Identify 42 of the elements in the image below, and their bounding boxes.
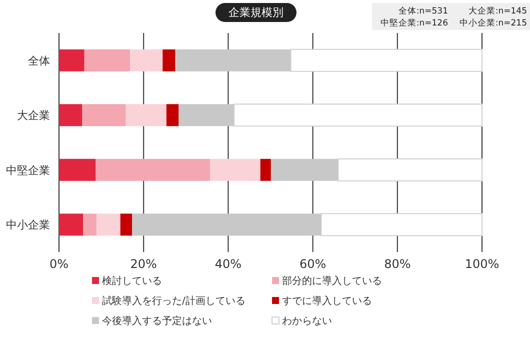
y-tick-label: 中小企業 — [6, 218, 50, 232]
bar — [82, 104, 126, 126]
y-tick-label: 中堅企業 — [6, 164, 50, 177]
legend-label: 検討している — [102, 275, 162, 287]
bar — [210, 158, 260, 181]
legend-label: 部分的に導入している — [282, 275, 382, 287]
bar — [120, 214, 132, 236]
legend-label: すでに導入している — [282, 295, 372, 307]
x-tick-label: 40% — [214, 257, 242, 271]
text: 中堅企業:n=126 — [380, 18, 448, 28]
legend-item: 部分的に導入している — [272, 276, 382, 287]
chart-title: 企業規模別 — [228, 6, 284, 19]
x-tick-label: 20% — [130, 257, 157, 271]
bar — [83, 214, 97, 236]
bar — [59, 49, 84, 72]
bar — [59, 214, 84, 236]
text: 中小企業:n=215 — [459, 18, 527, 28]
legend-item: 今後導入する予定はない — [92, 316, 212, 327]
text: 大企業:n=145 — [468, 6, 527, 16]
bar — [166, 104, 179, 126]
x-tick-label: 100% — [464, 257, 500, 271]
legend-item: 検討している — [92, 276, 162, 287]
x-tick-label: 80% — [384, 257, 411, 271]
bar — [126, 104, 166, 126]
x-tick-label: 60% — [299, 257, 326, 271]
y-tick-label: 大企業 — [17, 109, 50, 122]
y-tick-label: 全体 — [28, 54, 50, 68]
x-tick-label: 0% — [49, 257, 69, 271]
bar — [84, 49, 130, 72]
bar — [96, 158, 210, 181]
legend-item: わからない — [272, 316, 332, 327]
bar — [59, 104, 82, 126]
legend-item: 試験導入を行った/計画している — [92, 296, 246, 307]
bar — [59, 158, 96, 181]
legend-label: 今後導入する予定はない — [102, 315, 212, 327]
bar — [96, 214, 120, 236]
legend-label: わからない — [282, 316, 332, 327]
bar — [130, 49, 163, 72]
text: 全体:n=531 — [398, 6, 448, 16]
bar — [260, 158, 271, 181]
bar — [162, 49, 176, 72]
legend-item: すでに導入している — [272, 296, 372, 307]
